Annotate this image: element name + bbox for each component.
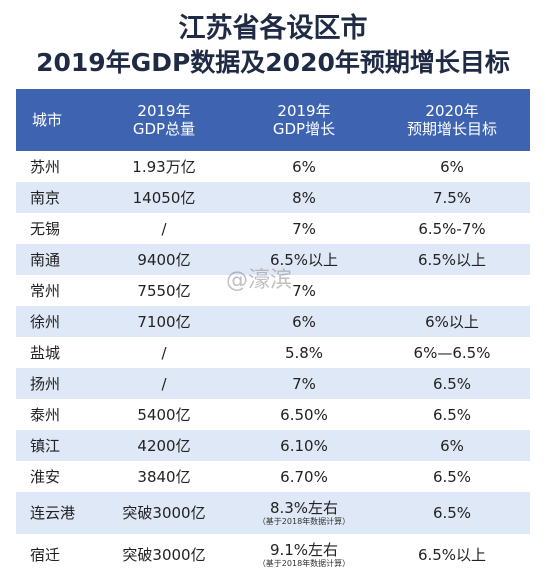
gdp-total-cell: 3840亿 bbox=[137, 467, 191, 486]
city-cell: 宿迁 bbox=[30, 546, 61, 564]
gdp-total-cell: 1.93万亿 bbox=[132, 157, 196, 176]
gdp-growth-cell: 8.3%左右 （基于2018年数据计算） bbox=[234, 499, 374, 527]
growth-target-cell: 6.5%以上 bbox=[417, 250, 487, 269]
page-title: 江苏省各设区市 bbox=[178, 13, 368, 44]
growth-note: （基于2018年数据计算） bbox=[257, 559, 351, 568]
table-row: 扬州 / 7% 6.5% bbox=[16, 368, 530, 399]
header-growth-target: 2020年 预期增长目标 bbox=[406, 102, 497, 138]
city-cell: 连云港 bbox=[30, 504, 76, 522]
growth-target-cell: 7.5% bbox=[432, 188, 472, 207]
growth-target-cell: 6% bbox=[440, 157, 464, 176]
table-row: 无锡 / 7% 6.5%-7% bbox=[16, 213, 530, 244]
header-city: 城市 bbox=[32, 111, 63, 129]
growth-target-cell: 6.5% bbox=[432, 374, 472, 393]
table-row: 淮安 3840亿 6.70% 6.5% bbox=[16, 461, 530, 492]
header-gdp-total: 2019年 GDP总量 bbox=[132, 102, 196, 138]
gdp-total-cell: 突破3000亿 bbox=[122, 504, 206, 522]
city-cell: 泰州 bbox=[30, 405, 61, 424]
gdp-growth-cell: 8% bbox=[292, 188, 316, 207]
header-gdp-growth: 2019年 GDP增长 bbox=[272, 102, 336, 138]
gdp-total-cell: 7550亿 bbox=[137, 281, 191, 300]
gdp-total-cell: 5400亿 bbox=[137, 405, 191, 424]
gdp-growth-cell: 7% bbox=[292, 219, 316, 238]
gdp-growth-cell: 6% bbox=[292, 157, 316, 176]
gdp-growth-cell: 5.8% bbox=[284, 343, 324, 362]
gdp-total-cell: 4200亿 bbox=[137, 436, 191, 455]
gdp-total-cell: 9400亿 bbox=[137, 250, 191, 269]
table-row: 盐城 / 5.8% 6%—6.5% bbox=[16, 337, 530, 368]
gdp-growth-cell: 7% bbox=[292, 374, 316, 393]
growth-target-cell: 6.5%-7% bbox=[418, 219, 486, 238]
growth-target-cell: 6.5% bbox=[432, 504, 472, 522]
gdp-total-cell: 14050亿 bbox=[132, 188, 196, 207]
city-cell: 盐城 bbox=[30, 343, 61, 362]
city-cell: 南京 bbox=[30, 188, 61, 207]
table-row: 常州 7550亿 7% bbox=[16, 275, 530, 306]
gdp-table: 城市 2019年 GDP总量 2019年 GDP增长 2020年 预期增长目标 苏州 1… bbox=[16, 89, 530, 576]
table-row: 徐州 7100亿 6% 6%以上 bbox=[16, 306, 530, 337]
city-cell: 南通 bbox=[30, 250, 61, 269]
gdp-total-cell: 7100亿 bbox=[137, 312, 191, 331]
table-row: 南通 9400亿 6.5%以上 6.5%以上 bbox=[16, 244, 530, 275]
growth-target-cell: 6.5% bbox=[432, 467, 472, 486]
gdp-growth-cell: 6.5%以上 bbox=[269, 250, 339, 269]
city-cell: 无锡 bbox=[30, 219, 61, 238]
city-cell: 淮安 bbox=[30, 467, 61, 486]
gdp-total-cell: / bbox=[161, 374, 167, 393]
gdp-total-cell: / bbox=[161, 219, 167, 238]
gdp-growth-cell: 6.70% bbox=[280, 467, 328, 486]
page-subtitle: 2019年GDP数据及2020年预期增长目标 bbox=[36, 48, 510, 77]
gdp-growth-cell: 6.50% bbox=[280, 405, 328, 424]
city-cell: 扬州 bbox=[30, 374, 61, 393]
growth-target-cell: 6.5%以上 bbox=[417, 546, 487, 564]
growth-note: （基于2018年数据计算） bbox=[257, 517, 351, 526]
gdp-growth-cell: 9.1%左右 （基于2018年数据计算） bbox=[234, 541, 374, 569]
table-row: 南京 14050亿 8% 7.5% bbox=[16, 182, 530, 213]
gdp-total-cell: / bbox=[161, 343, 167, 362]
table-header-row: 城市 2019年 GDP总量 2019年 GDP增长 2020年 预期增长目标 bbox=[16, 89, 530, 151]
table-row: 苏州 1.93万亿 6% 6% bbox=[16, 151, 530, 182]
table-row: 镇江 4200亿 6.10% 6% bbox=[16, 430, 530, 461]
gdp-growth-cell: 6% bbox=[292, 312, 316, 331]
growth-target-cell: 6.5% bbox=[432, 405, 472, 424]
city-cell: 徐州 bbox=[30, 312, 61, 331]
gdp-total-cell: 突破3000亿 bbox=[122, 546, 206, 564]
city-cell: 常州 bbox=[30, 281, 61, 300]
city-cell: 苏州 bbox=[30, 157, 61, 176]
growth-target-cell: 6%—6.5% bbox=[413, 343, 491, 362]
growth-target-cell: 6%以上 bbox=[425, 312, 479, 331]
table-row: 连云港 突破3000亿 8.3%左右 （基于2018年数据计算） 6.5% bbox=[16, 492, 530, 534]
city-cell: 镇江 bbox=[30, 436, 61, 455]
growth-target-cell: 6% bbox=[440, 436, 464, 455]
table-row: 宿迁 突破3000亿 9.1%左右 （基于2018年数据计算） 6.5%以上 bbox=[16, 534, 530, 576]
table-row: 泰州 5400亿 6.50% 6.5% bbox=[16, 399, 530, 430]
gdp-growth-cell: 7% bbox=[292, 281, 316, 300]
gdp-growth-cell: 6.10% bbox=[280, 436, 328, 455]
